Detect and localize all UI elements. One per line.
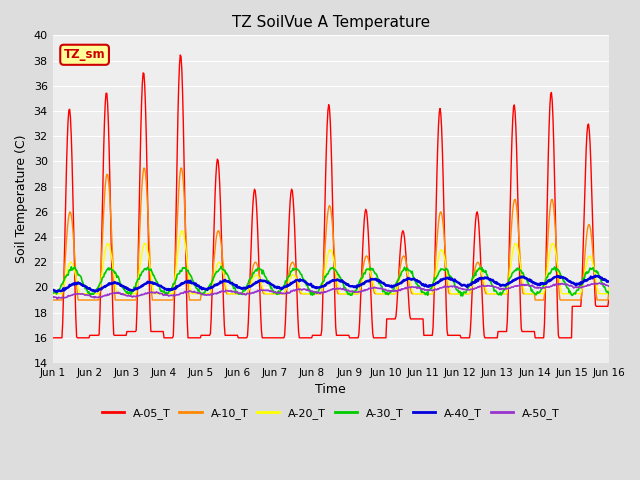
Legend: A-05_T, A-10_T, A-20_T, A-30_T, A-40_T, A-50_T: A-05_T, A-10_T, A-20_T, A-30_T, A-40_T, … [97,403,564,423]
A-30_T [459,293,467,299]
Line: A-05_T: A-05_T [52,55,609,338]
A-10_T [399,253,407,259]
A-20_T [173,263,180,269]
A-30_T [399,268,407,274]
A-10_T [415,291,423,297]
Line: A-50_T: A-50_T [52,283,609,299]
A-05_T [49,335,56,341]
A-05_T [203,333,211,338]
A-05_T [399,228,407,234]
A-10_T [203,291,211,297]
A-10_T [59,292,67,298]
A-50_T [60,295,67,300]
Line: A-30_T: A-30_T [52,266,609,296]
A-30_T [218,264,225,269]
A-05_T [116,333,124,338]
A-20_T [399,267,407,273]
A-30_T [59,280,67,286]
Line: A-40_T: A-40_T [52,276,609,292]
A-40_T [173,284,181,290]
A-10_T [116,297,124,303]
Text: TZ_sm: TZ_sm [64,48,106,61]
A-30_T [415,283,423,289]
A-40_T [203,286,211,292]
A-20_T [605,285,612,290]
A-20_T [415,291,423,297]
A-05_T [605,297,612,303]
A-05_T [173,191,180,196]
A-50_T [49,294,56,300]
A-05_T [59,320,67,325]
A-10_T [173,238,180,243]
A-05_T [415,316,423,322]
A-20_T [203,291,211,297]
Line: A-10_T: A-10_T [52,168,609,300]
A-50_T [605,283,612,289]
A-40_T [399,279,407,285]
A-30_T [49,288,56,294]
A-50_T [117,291,125,297]
A-30_T [116,279,124,285]
A-30_T [173,276,180,281]
A-50_T [54,296,61,302]
A-10_T [605,291,612,297]
A-20_T [59,288,67,294]
A-50_T [203,292,211,298]
A-40_T [415,278,423,284]
A-30_T [605,291,612,297]
A-50_T [173,292,181,298]
Y-axis label: Soil Temperature (C): Soil Temperature (C) [15,135,28,264]
A-40_T [591,273,599,278]
A-40_T [52,289,60,295]
A-40_T [60,286,67,291]
A-20_T [49,291,56,297]
Title: TZ SoilVue A Temperature: TZ SoilVue A Temperature [232,15,429,30]
A-30_T [202,287,210,293]
A-10_T [49,297,56,303]
A-05_T [177,52,184,58]
A-40_T [605,278,612,284]
A-40_T [49,287,56,293]
A-20_T [116,291,124,297]
A-20_T [178,228,186,234]
A-40_T [117,283,125,289]
X-axis label: Time: Time [316,384,346,396]
A-50_T [399,286,407,292]
A-50_T [595,280,603,286]
Line: A-20_T: A-20_T [52,231,609,294]
A-10_T [177,165,185,171]
A-50_T [415,285,423,290]
